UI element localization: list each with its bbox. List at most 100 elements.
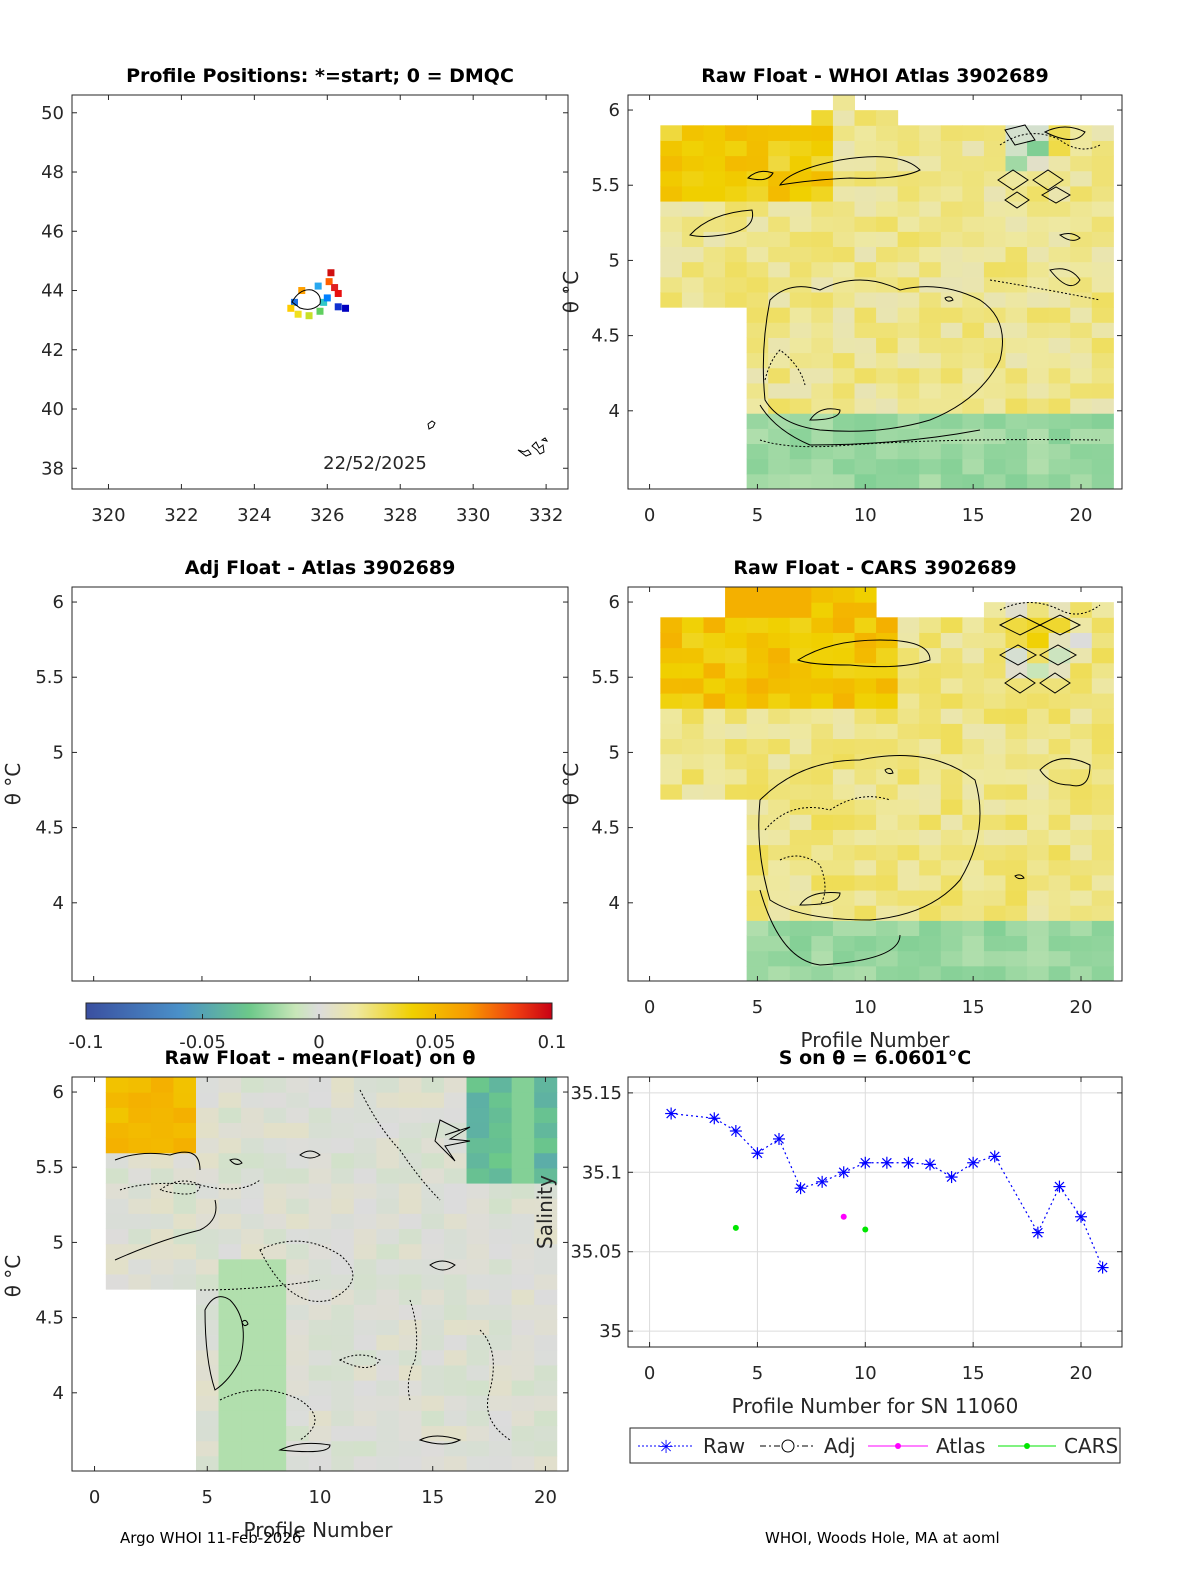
heatmap-cell [1027,632,1050,649]
heatmap-cell [331,1274,355,1290]
heatmap-cell [789,708,812,724]
heatmap-cell [1048,458,1071,475]
salinity-ylabel: Salinity [533,1175,557,1249]
heatmap-cell [832,458,856,475]
heatmap-cell [1091,140,1114,157]
heatmap-cell [876,965,899,982]
heatmap-cell [218,1440,242,1457]
heatmap-cell [1070,768,1093,785]
heatmap-cell [241,1258,265,1275]
heatmap-cell [789,185,812,202]
heatmap-cell [940,617,963,633]
heatmap-cell [1091,322,1114,338]
heatmap-cell [1005,140,1028,157]
heatmap-cell [725,587,748,603]
heatmap-cell [811,185,834,202]
profile-position-marker [320,298,328,306]
heatmap-cell [832,352,856,369]
adj-y-ticks: 44.555.56 [35,592,568,914]
y-tick-label: 4.5 [35,818,64,839]
heatmap-cell [768,602,791,618]
heatmap-cell [534,1228,558,1245]
salinity-xlabel: Profile Number for SN 11060 [732,1394,1019,1418]
salinity-x-ticks: 0 5 10 15 20 [644,1077,1092,1384]
heatmap-cell [876,201,899,217]
heatmap-cell [196,1183,220,1199]
heatmap-cell [703,261,726,278]
heatmap-cell [308,1198,332,1214]
colorbar-tick-label: 0.05 [415,1032,455,1053]
heatmap-cell [1005,337,1028,354]
heatmap-cell [286,1092,310,1108]
heatmap-cell [1027,874,1050,891]
heatmap-cell [1005,890,1028,906]
heatmap-cell [919,307,942,323]
heatmap-cell [1048,950,1071,967]
heatmap-cell [681,647,705,664]
heatmap-cell [768,261,791,278]
heatmap-cell [1027,458,1050,475]
heatmap-cell [962,859,985,876]
heatmap-cell [376,1289,400,1305]
x-tick-label: 5 [202,1487,213,1508]
heatmap-cell [962,322,985,338]
heatmap-cell [681,185,705,202]
heatmap-cell [511,1198,535,1214]
heatmap-cell [398,1455,422,1472]
heatmap-cell [940,753,963,770]
heatmap-cell [876,799,899,815]
heatmap-cell [1048,216,1071,232]
heatmap-cell [962,170,985,187]
heatmap-cell [105,1122,129,1139]
heatmap-cell [286,1077,310,1093]
heatmap-cell [832,905,856,921]
heatmap-cell [263,1077,287,1093]
heatmap-cell [876,261,899,278]
heatmap-cell [768,352,791,369]
heatmap-cell [832,587,856,603]
heatmap-cell [940,231,963,248]
heatmap-cell [173,1198,197,1214]
heatmap-cell [308,1425,332,1442]
heatmap-cell [681,125,705,141]
heatmap-cell [1027,859,1050,876]
heatmap-cell [444,1395,468,1411]
heatmap-cell [1091,413,1114,429]
y-tick-label: 4 [53,893,64,914]
heatmap-cell [263,1213,287,1230]
x-tick-label: 0 [89,1487,100,1508]
heatmap-cell [703,276,726,293]
heatmap-cell [128,1183,152,1199]
heatmap-cell [703,140,726,157]
heatmap-cell [1091,647,1114,664]
heatmap-cell [703,784,726,800]
y-tick-label: 4.5 [35,1308,64,1329]
heatmap-cell [353,1137,377,1154]
heatmap-cell [768,920,791,937]
heatmap-cell [534,1137,558,1154]
raw-data-point [988,1150,1001,1163]
heatmap-cell [1048,367,1071,384]
heatmap-cell [308,1167,332,1184]
heatmap-cell [983,753,1007,770]
heatmap-cell [376,1455,400,1472]
heatmap-cell [876,398,899,414]
heatmap-cell [466,1289,490,1305]
heatmap-cell [876,185,899,202]
heatmap-cell [983,216,1007,232]
heatmap-cell [489,1319,513,1336]
heatmap-cell [1070,292,1093,308]
heatmap-cell [919,890,942,906]
cars-axes [627,586,1123,982]
heatmap-cell [983,125,1007,141]
heatmap-cell [681,276,705,293]
heatmap-cell [466,1440,490,1457]
heatmap-cell [768,382,791,399]
heatmap-cell [308,1395,332,1411]
heatmap-cell [789,859,812,876]
heatmap-cell [150,1092,174,1108]
heatmap-cell [897,398,920,414]
heatmap-cell [897,170,920,187]
heatmap-cell [983,935,1007,952]
heatmap-cell [1048,874,1071,891]
